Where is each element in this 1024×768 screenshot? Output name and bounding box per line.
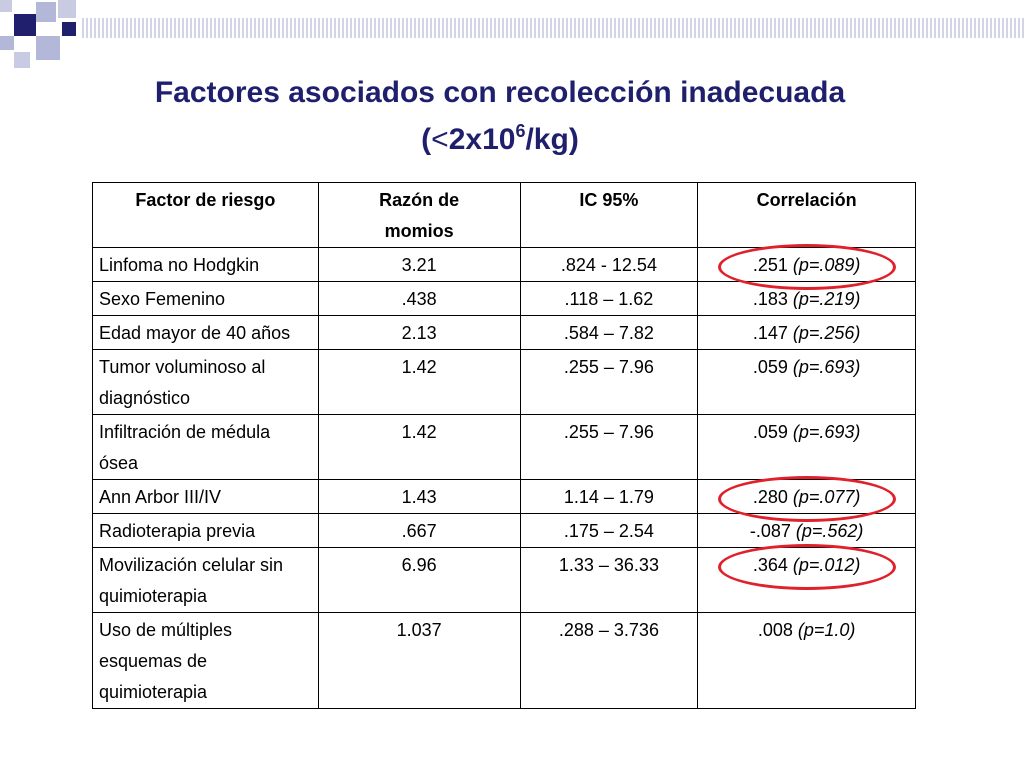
- correlation-value: .364: [752, 555, 793, 575]
- header-odds-ratio: Razón de momios: [317, 182, 521, 248]
- p-value: (p=.693): [792, 422, 861, 442]
- correlation-value: .059: [752, 422, 793, 442]
- p-value: (p=.562): [795, 521, 864, 541]
- decor-square-dark: [14, 14, 36, 36]
- title-line-1: Factores asociados con recolección inade…: [154, 76, 846, 109]
- decor-square-light: [36, 2, 56, 22]
- table-row: Edad mayor de 40 años 2.13.584 – 7.82.147…: [92, 315, 916, 350]
- cell-ci: .584 – 7.82: [519, 315, 699, 350]
- cell-odds-ratio: 1.42: [317, 414, 521, 480]
- cell-factor: Radioterapia previa: [92, 513, 319, 548]
- cell-correlation: .251 (p=.089): [697, 247, 916, 282]
- cell-ci: .175 – 2.54: [519, 513, 699, 548]
- cell-odds-ratio: .438: [317, 281, 521, 316]
- header-ci: IC 95%: [519, 182, 699, 248]
- cell-odds-ratio: 3.21: [317, 247, 521, 282]
- correlation-value: .280: [752, 487, 793, 507]
- cell-factor: Uso de múltiples esquemas de quimioterap…: [92, 612, 319, 709]
- cell-odds-ratio: 6.96: [317, 547, 521, 613]
- decor-square-light: [36, 36, 60, 60]
- correlation-value: .251: [752, 255, 793, 275]
- risk-factor-table: Factor de riesgo Razón de momios IC 95% …: [92, 182, 916, 709]
- decor-square-light: [14, 52, 30, 68]
- decor-square-dark: [62, 22, 76, 36]
- cell-factor: Edad mayor de 40 años: [92, 315, 319, 350]
- header-factor: Factor de riesgo: [92, 182, 319, 248]
- correlation-value: .183: [752, 289, 793, 309]
- cell-factor: Infiltración de médula ósea: [92, 414, 319, 480]
- cell-correlation: -.087 (p=.562): [697, 513, 916, 548]
- correlation-value: .059: [752, 357, 793, 377]
- cell-factor: Tumor voluminoso al diagnóstico: [92, 349, 319, 415]
- decor-square-light: [58, 0, 76, 18]
- cell-correlation: .147 (p=.256): [697, 315, 916, 350]
- table-row: Ann Arbor III/IV 1.43 1.14 – 1.79.280 (p=.…: [92, 479, 916, 514]
- p-value: (p=.219): [792, 289, 861, 309]
- correlation-value: -.087: [749, 521, 796, 541]
- cell-ci: .255 – 7.96: [519, 349, 699, 415]
- table-row: Uso de múltiples esquemas de quimioterap…: [92, 612, 916, 709]
- table-row: Tumor voluminoso al diagnóstico 1.42.255 …: [92, 349, 916, 415]
- correlation-value: .008: [757, 620, 798, 640]
- cell-odds-ratio: 1.43: [317, 479, 521, 514]
- cell-factor: Ann Arbor III/IV: [92, 479, 319, 514]
- table-row: Sexo Femenino .438.118 – 1.62.183 (p=.219…: [92, 281, 916, 316]
- p-value: (p=1.0): [797, 620, 856, 640]
- header-correlation: Correlación: [697, 182, 916, 248]
- cell-ci: .288 – 3.736: [519, 612, 699, 709]
- cell-factor: Movilización celular sin quimioterapia: [92, 547, 319, 613]
- cell-odds-ratio: .667: [317, 513, 521, 548]
- table-row: Movilización celular sin quimioterapia 6.…: [92, 547, 916, 613]
- cell-ci: .118 – 1.62: [519, 281, 699, 316]
- table-header-row: Factor de riesgo Razón de momios IC 95% …: [92, 182, 916, 248]
- cell-odds-ratio: 2.13: [317, 315, 521, 350]
- decor-square-light: [0, 0, 12, 12]
- cell-factor: Linfoma no Hodgkin: [92, 247, 319, 282]
- cell-correlation: .183 (p=.219): [697, 281, 916, 316]
- p-value: (p=.693): [792, 357, 861, 377]
- p-value: (p=.089): [792, 255, 861, 275]
- table-row: Linfoma no Hodgkin 3.21.824 - 12.54.251 (…: [92, 247, 916, 282]
- cell-ci: .255 – 7.96: [519, 414, 699, 480]
- title-line-2: (<2x106/kg): [421, 121, 579, 156]
- p-value: (p=.077): [792, 487, 861, 507]
- p-value: (p=.012): [792, 555, 861, 575]
- p-value: (p=.256): [792, 323, 861, 343]
- cell-correlation: .364 (p=.012): [697, 547, 916, 613]
- cell-odds-ratio: 1.42: [317, 349, 521, 415]
- decor-stripe: [80, 18, 1024, 38]
- decor-square-light: [0, 36, 14, 50]
- cell-correlation: .280 (p=.077): [697, 479, 916, 514]
- cell-ci: 1.14 – 1.79: [519, 479, 699, 514]
- table-row: Infiltración de médula ósea 1.42.255 – 7.…: [92, 414, 916, 480]
- cell-odds-ratio: 1.037: [317, 612, 521, 709]
- slide-title: Factores asociados con recolección inade…: [0, 74, 1000, 159]
- cell-factor: Sexo Femenino: [92, 281, 319, 316]
- cell-correlation: .008 (p=1.0): [697, 612, 916, 709]
- cell-ci: .824 - 12.54: [519, 247, 699, 282]
- cell-correlation: .059 (p=.693): [697, 349, 916, 415]
- table-row: Radioterapia previa .667.175 – 2.54 -.087 …: [92, 513, 916, 548]
- cell-correlation: .059 (p=.693): [697, 414, 916, 480]
- correlation-value: .147: [752, 323, 793, 343]
- cell-ci: 1.33 – 36.33: [519, 547, 699, 613]
